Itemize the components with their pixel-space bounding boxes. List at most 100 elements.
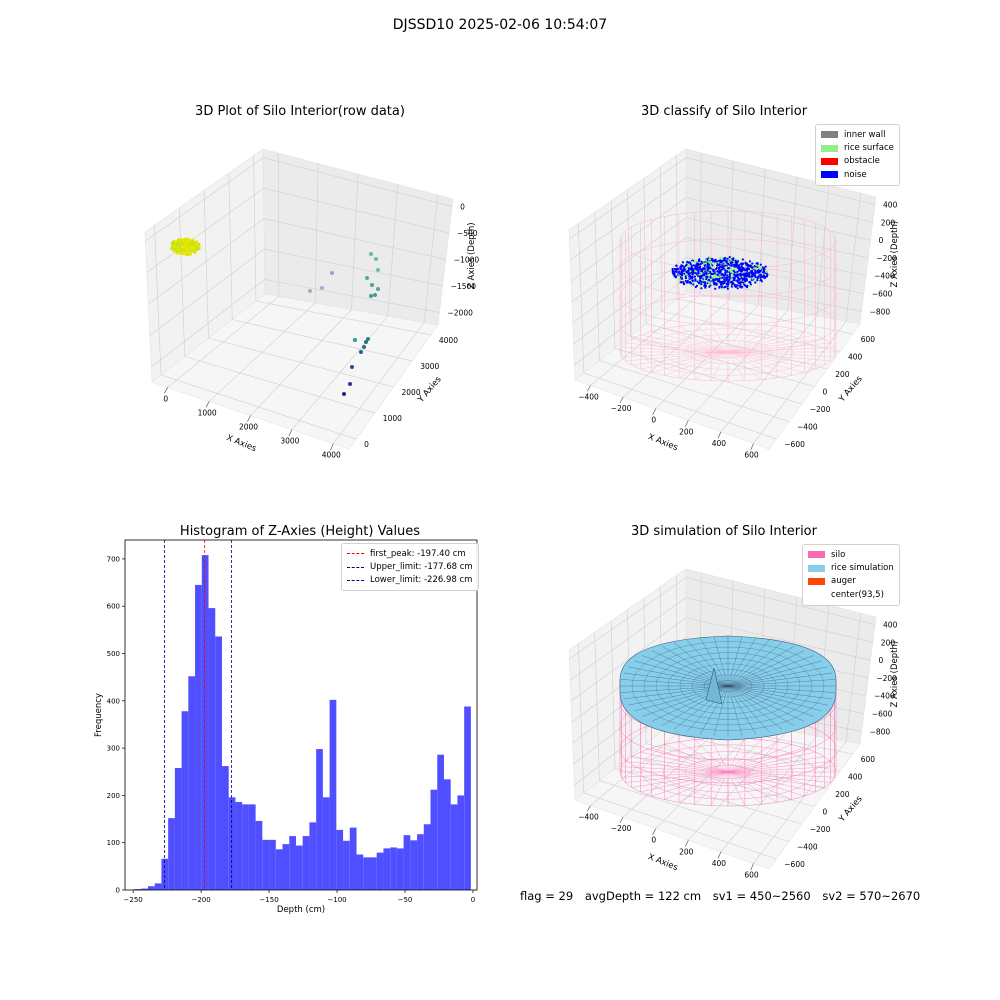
noise-point <box>700 260 703 263</box>
noise-point <box>726 285 729 288</box>
rice-surface-point <box>694 260 697 263</box>
raw-point <box>193 251 197 254</box>
rice-surface-point <box>703 276 706 279</box>
rice-mesh-spoke <box>727 685 770 733</box>
noise-point <box>736 274 739 277</box>
noise-point <box>719 270 722 273</box>
noise-point <box>681 261 685 264</box>
noise-point <box>689 277 692 280</box>
raw-point <box>194 248 198 252</box>
floor-spoke <box>710 351 729 381</box>
noise-point <box>702 281 705 284</box>
grid-line <box>569 577 687 660</box>
legend-swatch <box>808 591 825 598</box>
status-info-line: flag = 29 avgDepth = 122 cm sv1 = 450~25… <box>520 889 928 903</box>
grid-line <box>685 617 871 661</box>
noise-point <box>716 264 719 267</box>
raw-point <box>308 289 312 293</box>
noise-point <box>708 267 711 270</box>
raw-point <box>362 345 366 349</box>
tick-mark <box>288 429 293 437</box>
noise-point <box>676 267 679 270</box>
histogram-bar <box>302 836 310 890</box>
rice-surface-point <box>728 258 732 261</box>
noise-point <box>733 271 737 274</box>
floor-spoke <box>727 351 778 379</box>
auger-peak <box>705 667 723 705</box>
noise-point <box>731 282 734 285</box>
noise-point <box>736 270 739 273</box>
floor-spoke <box>651 331 729 353</box>
noise-point <box>728 256 731 259</box>
noise-point <box>715 283 718 286</box>
raw-3d-plot: 0 1000 2000 3000 4000 0 1000 2000 3000 4000 0 −500 −… <box>144 148 479 460</box>
histogram-bar <box>221 766 229 890</box>
histogram-bar <box>174 767 182 890</box>
histogram-bar <box>316 749 323 890</box>
noise-point <box>745 286 749 289</box>
noise-point <box>713 260 716 263</box>
floor-spoke <box>727 739 762 773</box>
noise-point <box>679 273 682 276</box>
grid-line <box>599 360 790 422</box>
noise-point <box>701 268 704 271</box>
raw-point <box>365 276 369 280</box>
tick-mark <box>330 443 334 451</box>
histogram-bar <box>396 848 404 890</box>
legend-item-upper-limit: Upper_limit: -177.68 cm <box>347 560 473 573</box>
floor-spoke <box>694 739 729 773</box>
noise-point <box>700 287 703 290</box>
y-tick-label: 0 <box>823 388 828 397</box>
z-tick-label: −1500 <box>451 282 477 291</box>
floor-spoke <box>727 338 825 353</box>
histogram-bar <box>181 711 189 890</box>
rice-mesh-spoke <box>727 639 770 687</box>
grid-line <box>578 223 585 373</box>
noise-point <box>733 273 736 276</box>
rice-surface-point <box>713 263 716 266</box>
noise-point <box>718 263 721 267</box>
rice-surface-point <box>685 266 688 269</box>
grid-line <box>599 780 790 842</box>
histogram-bar <box>255 820 263 890</box>
tick-mark <box>750 443 754 451</box>
noise-point <box>726 278 729 281</box>
histogram-bar <box>383 848 391 890</box>
floor-spoke <box>694 771 729 805</box>
noise-point <box>690 265 693 268</box>
floor-spoke <box>631 338 729 353</box>
noise-point <box>694 278 697 281</box>
rice-surface-point <box>700 271 703 275</box>
rice-surface-point <box>678 277 681 280</box>
grid-line <box>570 617 687 702</box>
noise-point <box>673 267 676 271</box>
histogram-legend: first_peak: -197.40 cm Upper_limit: -177… <box>341 543 479 592</box>
noise-point <box>722 273 725 276</box>
floor-spoke <box>664 771 729 800</box>
grid-line <box>149 248 265 336</box>
grid-line <box>351 173 359 310</box>
noise-point <box>745 279 748 282</box>
x-tick-label: 200 <box>679 847 694 856</box>
grid-line <box>145 157 264 242</box>
x-tick-label: 1000 <box>198 408 217 417</box>
noise-point <box>675 264 678 267</box>
rice-surface-point <box>715 272 718 275</box>
y-tick-label: 600 <box>107 603 120 611</box>
x-tick-label: 4000 <box>322 451 341 460</box>
noise-point <box>696 269 699 272</box>
floor-spoke <box>727 771 825 788</box>
noise-point <box>714 278 717 281</box>
figure-title: DJSSD10 2025-02-06 10:54:07 <box>392 17 608 33</box>
floor-spoke <box>727 351 831 362</box>
noise-point <box>712 278 715 281</box>
noise-point <box>744 269 747 272</box>
raw-point <box>370 283 374 287</box>
noise-point <box>681 264 684 267</box>
rice-surface-point <box>712 276 715 279</box>
grid-line <box>594 212 600 361</box>
grid-line <box>578 643 585 793</box>
raw-point <box>187 246 190 250</box>
rice-mesh-spoke <box>727 650 805 687</box>
histogram-bar <box>195 584 202 890</box>
